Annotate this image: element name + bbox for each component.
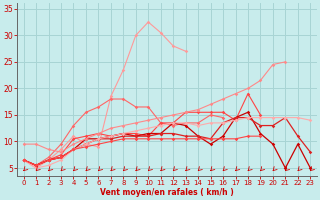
X-axis label: Vent moyen/en rafales ( km/h ): Vent moyen/en rafales ( km/h )	[100, 188, 234, 197]
